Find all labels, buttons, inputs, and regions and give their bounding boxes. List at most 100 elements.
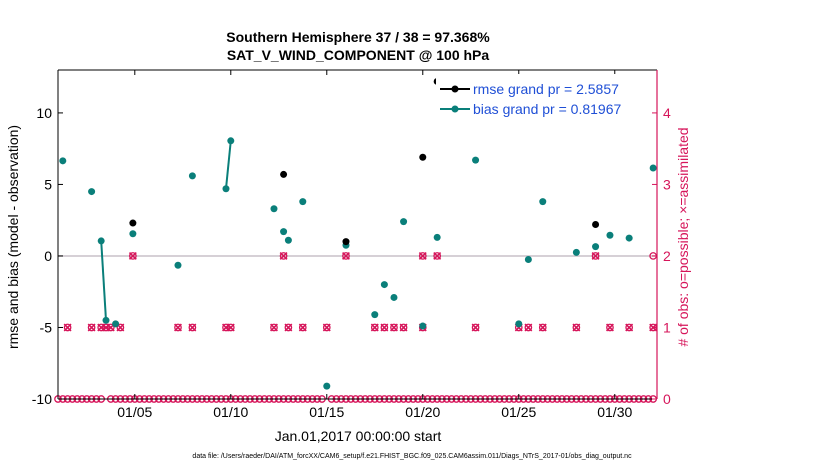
possible-obs-marker [63, 323, 72, 332]
assimilated-obs-marker [226, 323, 235, 332]
possible-obs-marker [606, 323, 614, 332]
assimilated-obs-marker [390, 323, 398, 332]
y-tick-label: 0 [44, 248, 52, 264]
assimilated-obs-marker [591, 251, 600, 260]
possible-obs-marker [188, 323, 197, 332]
rmse-point [592, 220, 600, 228]
possible-obs-marker [298, 323, 307, 332]
legend-bias-marker [451, 105, 459, 113]
possible-obs-marker [102, 323, 110, 332]
rmse-point [129, 219, 137, 227]
bias-point [88, 188, 96, 196]
y-axis-label: rmse and bias (model - observation) [5, 125, 21, 349]
rmse-point [419, 153, 427, 161]
assimilated-obs-marker [174, 323, 182, 332]
bias-point [299, 198, 307, 206]
chart-subtitle: SAT_V_WIND_COMPONENT @ 100 hPa [227, 47, 490, 63]
bias-point [188, 172, 196, 180]
possible-obs-marker [524, 323, 533, 332]
x-tick-label: 01/05 [117, 404, 152, 420]
assimilated-obs-marker [433, 251, 442, 260]
legend-box [436, 74, 648, 120]
possible-obs-marker [572, 323, 581, 332]
possible-obs-marker [342, 252, 350, 260]
axes: 01/05 01/10 01/15 01/20 01/25 01/30 -10 -5 0 5 10 0… [32, 69, 671, 420]
possible-obs-marker [87, 323, 96, 332]
possible-obs-marker [418, 252, 427, 260]
bias-point [371, 311, 379, 319]
bias-point [524, 256, 532, 264]
assimilated-obs-marker [342, 251, 350, 260]
possible-obs-marker [174, 323, 182, 332]
x-tick-label: 01/25 [501, 404, 536, 420]
possible-obs-marker [279, 252, 288, 260]
bias-point [380, 281, 388, 289]
possible-obs-marker [226, 323, 235, 332]
legend: rmse grand pr = 2.5857 bias grand pr = 0… [436, 74, 648, 120]
bias-point [284, 236, 292, 244]
bias-point [97, 237, 105, 245]
legend-bias-label: bias grand pr = 0.81967 [473, 101, 621, 117]
possible-obs-marker [270, 323, 278, 332]
assimilated-obs-marker [605, 323, 614, 332]
bias-point [572, 248, 580, 256]
assimilated-obs-marker [471, 323, 480, 332]
bias-point [515, 320, 523, 328]
bias-point [323, 382, 331, 390]
y2-tick-label: 2 [663, 248, 671, 264]
assimilated-obs-marker [322, 323, 331, 332]
bias-point [390, 293, 398, 301]
bias-point [112, 320, 120, 328]
bias-point [129, 230, 137, 238]
y2-tick-label: 3 [663, 176, 671, 192]
y-tick-label: -5 [40, 319, 53, 335]
legend-rmse-marker [451, 85, 459, 93]
possible-obs-marker [222, 323, 230, 332]
bias-point [625, 234, 633, 242]
assimilated-obs-marker [399, 323, 408, 332]
bias-point [419, 322, 427, 330]
rmse-series [129, 77, 600, 246]
possible-obs-marker [97, 323, 106, 332]
y-tick-label: -10 [32, 391, 52, 407]
y2-axis-label: # of obs: o=possible; ×=assimilated [675, 127, 691, 346]
bias-series [59, 137, 657, 390]
plot-area [58, 70, 657, 399]
y2-tick-label: 4 [663, 105, 671, 121]
data-file-footer: data file: /Users/raeder/DAI/ATM_forcXX/… [192, 453, 632, 460]
assimilated-obs-marker [538, 323, 547, 332]
bias-point [222, 185, 230, 193]
possible-obs-marker [322, 323, 331, 332]
assimilated-obs-marker [87, 323, 96, 332]
assimilated-obs-marker [128, 251, 137, 260]
bias-point [592, 243, 600, 251]
assimilated-obs-marker [63, 323, 72, 332]
possible-obs-marker [116, 323, 125, 332]
possible-obs-marker [433, 252, 442, 260]
bias-point [400, 218, 408, 226]
x-tick-label: 01/15 [309, 404, 344, 420]
x-axis-label: Jan.01,2017 00:00:00 start [275, 428, 442, 444]
bias-point [472, 156, 480, 164]
chart-title: Southern Hemisphere 37 / 38 = 97.368% [226, 29, 490, 45]
x-tick-label: 01/30 [597, 404, 632, 420]
assimilated-obs-marker [188, 323, 197, 332]
assimilated-obs-marker [270, 323, 278, 332]
possible-obs-marker [625, 323, 634, 332]
rmse-point [342, 238, 350, 246]
bias-point [606, 231, 614, 239]
bias-point [649, 164, 657, 172]
bias-point [539, 198, 547, 206]
possible-obs-marker [591, 252, 600, 260]
x-tick-label: 01/20 [405, 404, 440, 420]
possible-obs-marker [538, 323, 547, 332]
possible-obs-marker [370, 323, 379, 332]
possible-obs-marker [106, 323, 115, 332]
assimilated-obs-marker [370, 323, 379, 332]
assimilated-obs-marker [625, 323, 634, 332]
x-tick-label: 01/10 [213, 404, 248, 420]
assimilated-obs-marker [380, 323, 389, 332]
possible-obs-marker [390, 323, 398, 332]
bias-point [433, 233, 441, 241]
